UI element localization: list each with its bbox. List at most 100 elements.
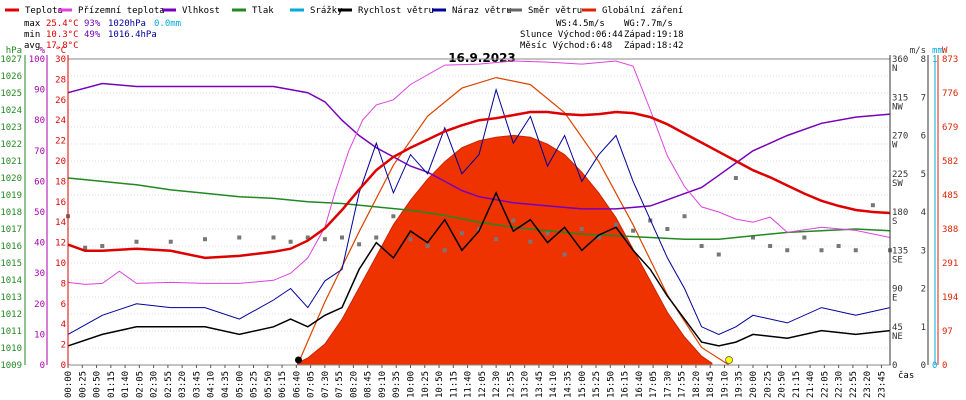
wind-direction-point bbox=[562, 252, 567, 257]
moonrise-info: Měsíc Východ:6:48 bbox=[520, 41, 612, 51]
wind-direction-point bbox=[340, 235, 344, 240]
x-tick-label: 00:50 bbox=[93, 371, 103, 398]
axis-hpa-tick: 1025 bbox=[0, 89, 22, 99]
wind-direction-point bbox=[528, 239, 533, 244]
axis-temperature-tick: 2 bbox=[61, 341, 66, 351]
x-tick-label: 05:00 bbox=[235, 371, 245, 398]
wind-direction-point bbox=[596, 235, 601, 240]
wind-direction-point bbox=[836, 244, 841, 248]
wind-direction-point bbox=[237, 235, 242, 240]
x-tick-label: 13:45 bbox=[535, 371, 545, 398]
wind-direction-point bbox=[408, 237, 413, 242]
wind-direction-point bbox=[374, 235, 379, 240]
wind-direction-point bbox=[768, 244, 773, 248]
axis-temperature-tick: 0 bbox=[61, 361, 66, 371]
x-tick-label: 07:55 bbox=[335, 371, 345, 398]
x-tick-label: 14:10 bbox=[549, 371, 559, 398]
stat-max-temp: 25.4°C bbox=[46, 19, 79, 29]
axis-direction-tick: 270 bbox=[892, 132, 908, 142]
axis-radiation-tick: 97 bbox=[942, 327, 953, 337]
axis-direction-dir-label: NE bbox=[892, 332, 903, 342]
axis-direction-dir-label: N bbox=[892, 64, 897, 74]
sunset-marker bbox=[725, 356, 733, 364]
x-tick-label: 19:10 bbox=[721, 371, 731, 398]
moonset-info: Západ:18:42 bbox=[624, 41, 684, 51]
axis-humidity-tick: 30 bbox=[34, 269, 45, 279]
axis-wind-speed-tick: 2 bbox=[921, 285, 926, 295]
axis-humidity-tick: 90 bbox=[34, 86, 45, 96]
axis-radiation-tick: 0 bbox=[942, 361, 947, 371]
chart-legend: Teplota Přízemní teplota Vlhkost Tlak Srážky… bbox=[5, 6, 683, 16]
x-tick-label: 13:20 bbox=[521, 371, 531, 398]
x-tick-label: 20:50 bbox=[778, 371, 788, 398]
x-axis: 00:00 00:25 00:50 01:15 01:40 02:05 02:30 02:55… bbox=[64, 365, 887, 398]
wind-direction-point bbox=[716, 252, 721, 257]
axis-temperature-tick: 18 bbox=[55, 177, 66, 187]
x-tick-label: 00:00 bbox=[64, 371, 74, 398]
axis-temperature-tick: 4 bbox=[61, 320, 66, 330]
x-tick-label: 16:15 bbox=[621, 371, 631, 398]
x-tick-label: 18:20 bbox=[692, 371, 702, 398]
wind-direction-point bbox=[100, 244, 105, 248]
axis-temperature-tick: 10 bbox=[55, 259, 66, 269]
axis-radiation-tick: 194 bbox=[942, 293, 958, 303]
axis-hpa-tick: 1010 bbox=[0, 344, 22, 354]
sunrise-marker bbox=[295, 356, 303, 364]
axis-radiation-tick: 485 bbox=[942, 191, 958, 201]
stat-min-press: 1016.4hPa bbox=[108, 30, 157, 40]
chart-title: 16.9.2023 bbox=[448, 51, 516, 65]
x-tick-label: 22:05 bbox=[820, 371, 830, 398]
x-tick-label: 04:10 bbox=[207, 371, 217, 398]
x-tick-label: 03:45 bbox=[192, 371, 202, 398]
x-tick-label: 10:50 bbox=[435, 371, 445, 398]
wind-direction-point bbox=[357, 242, 362, 247]
axis-temperature-tick: 28 bbox=[55, 75, 66, 85]
x-tick-label: 23:45 bbox=[877, 371, 887, 398]
x-axis-label: čas bbox=[898, 370, 914, 381]
x-tick-label: 15:25 bbox=[592, 371, 602, 398]
axis-hpa-tick: 1018 bbox=[0, 208, 22, 218]
axis-hpa-tick: 1011 bbox=[0, 327, 22, 337]
wind-direction-point bbox=[83, 245, 88, 250]
x-tick-label: 09:35 bbox=[392, 371, 402, 398]
wind-direction-point bbox=[733, 176, 738, 180]
axis-temperature-tick: 8 bbox=[61, 279, 66, 289]
x-tick-label: 11:15 bbox=[449, 371, 459, 398]
axis-humidity-tick: 10 bbox=[34, 330, 45, 340]
x-tick-label: 10:25 bbox=[421, 371, 431, 398]
wind-direction-point bbox=[271, 235, 276, 240]
wind-direction-point bbox=[391, 214, 396, 219]
series-pressure bbox=[67, 177, 891, 240]
stat-max-press: 1020hPa bbox=[108, 19, 146, 29]
x-tick-label: 17:05 bbox=[649, 371, 659, 398]
axis-radiation-tick: 388 bbox=[942, 225, 958, 235]
axis-temperature-tick: 6 bbox=[61, 300, 66, 310]
axis-rain-tick: 0 bbox=[932, 361, 937, 371]
wind-gust-info: WG:7.7m/s bbox=[624, 19, 673, 29]
wind-direction-point bbox=[665, 227, 670, 231]
series-layer bbox=[66, 58, 892, 366]
series-wind-gust bbox=[67, 87, 891, 335]
wind-direction-point bbox=[511, 218, 516, 223]
axis-wind-speed-tick: 1 bbox=[921, 323, 926, 333]
stats-block: max 25.4°C 93% 1020hPa 0.0mm min 10.3°C … bbox=[24, 19, 181, 51]
x-tick-label: 21:40 bbox=[806, 371, 816, 398]
stat-min-temp: 10.3°C bbox=[46, 30, 79, 40]
legend-label: Směr větru bbox=[528, 6, 582, 16]
axis-wind-speed-tick: 8 bbox=[921, 55, 926, 65]
axis-temperature-label: °C bbox=[55, 46, 66, 56]
wind-direction-point bbox=[751, 235, 755, 240]
axis-humidity-tick: 70 bbox=[34, 147, 45, 157]
series-wind-speed bbox=[67, 191, 891, 347]
series-ground-temp bbox=[67, 60, 891, 285]
axis-radiation-tick: 679 bbox=[942, 123, 958, 133]
stat-avg-temp: 17.8°C bbox=[46, 41, 79, 51]
axis-direction-tick: 45 bbox=[892, 323, 903, 333]
wind-direction-point bbox=[870, 203, 875, 208]
axis-hpa-tick: 1009 bbox=[0, 361, 22, 371]
wind-speed-info: WS:4.5m/s bbox=[556, 19, 605, 29]
stat-max-rain: 0.0mm bbox=[154, 19, 181, 29]
x-tick-label: 20:00 bbox=[749, 371, 759, 398]
axis-temperature-tick: 26 bbox=[55, 96, 66, 106]
